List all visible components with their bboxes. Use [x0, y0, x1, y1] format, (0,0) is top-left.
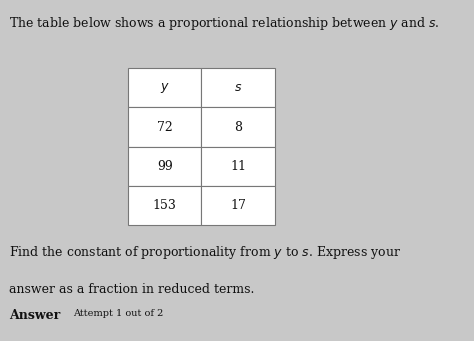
- Bar: [201, 68, 275, 107]
- Bar: [128, 68, 201, 107]
- Text: 17: 17: [230, 199, 246, 212]
- Bar: [128, 107, 201, 147]
- Text: Find the constant of proportionality from $y$ to $s$. Express your: Find the constant of proportionality fro…: [9, 244, 401, 261]
- Bar: [201, 147, 275, 186]
- Text: 99: 99: [157, 160, 173, 173]
- Bar: [128, 186, 201, 225]
- Text: $y$: $y$: [160, 81, 170, 95]
- Text: 11: 11: [230, 160, 246, 173]
- Text: 72: 72: [157, 120, 173, 134]
- Text: 153: 153: [153, 199, 177, 212]
- Bar: [128, 147, 201, 186]
- Text: answer as a fraction in reduced terms.: answer as a fraction in reduced terms.: [9, 283, 255, 296]
- Text: The table below shows a proportional relationship between $y$ and $s$.: The table below shows a proportional rel…: [9, 15, 440, 32]
- Text: Attempt 1 out of 2: Attempt 1 out of 2: [73, 309, 164, 317]
- Text: $s$: $s$: [234, 81, 242, 94]
- Bar: [201, 107, 275, 147]
- Bar: [201, 186, 275, 225]
- Text: Answer: Answer: [9, 309, 61, 322]
- Text: 8: 8: [234, 120, 242, 134]
